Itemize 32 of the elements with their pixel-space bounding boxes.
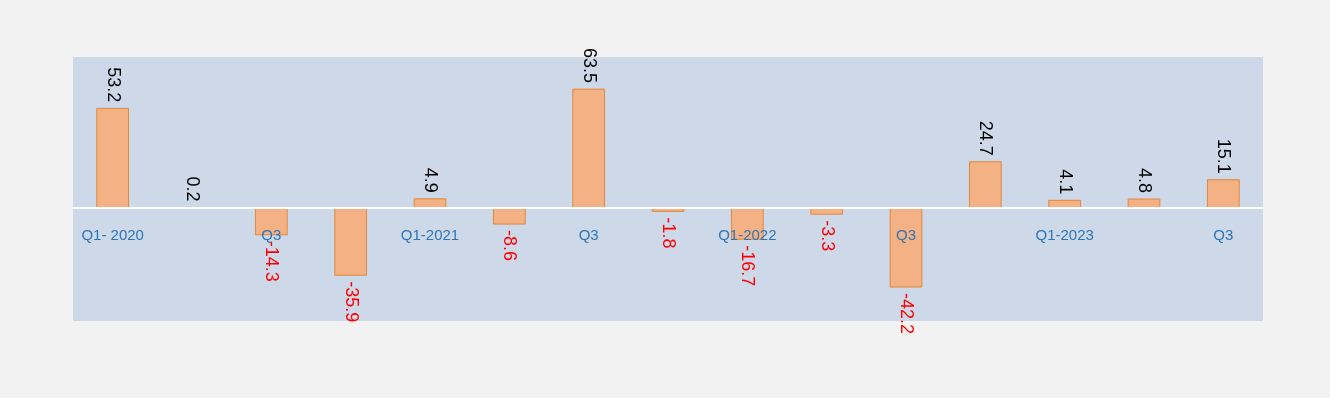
bar [1127,198,1161,209]
data-label: -35.9 [341,281,362,323]
bar [1207,179,1240,209]
x-tick-label: Q3 [261,226,282,243]
data-label: 15.1 [1214,138,1235,174]
bar [969,161,1002,209]
data-label: -1.8 [659,217,679,249]
bar [572,88,605,209]
data-label: 53.2 [103,67,124,103]
data-label: 24.7 [976,120,997,156]
x-tick-label: Q3 [578,226,599,243]
data-label: 0.2 [183,176,203,202]
data-label: 63.5 [579,48,600,84]
data-label: 4.8 [1135,167,1155,194]
x-tick-label: Q1-2021 [400,226,460,243]
data-label: -16.7 [738,245,759,287]
bar [889,207,923,288]
data-label: -14.3 [262,240,283,282]
data-label: 4.9 [421,167,441,193]
bar [493,207,526,225]
data-label: -3.3 [817,220,838,252]
bar [413,198,447,209]
data-label: -42.2 [897,293,917,335]
x-tick-label: Q1- 2020 [81,226,144,243]
x-tick-label: Q3 [1213,226,1234,243]
data-label: -8.6 [500,230,521,262]
x-tick-label: Q1-2022 [718,226,777,243]
bar [96,107,129,209]
x-tick-label: Q1-2023 [1035,226,1094,243]
bar [334,207,367,276]
x-tick-label: Q3 [895,226,917,243]
data-label: 4.1 [1055,169,1076,195]
